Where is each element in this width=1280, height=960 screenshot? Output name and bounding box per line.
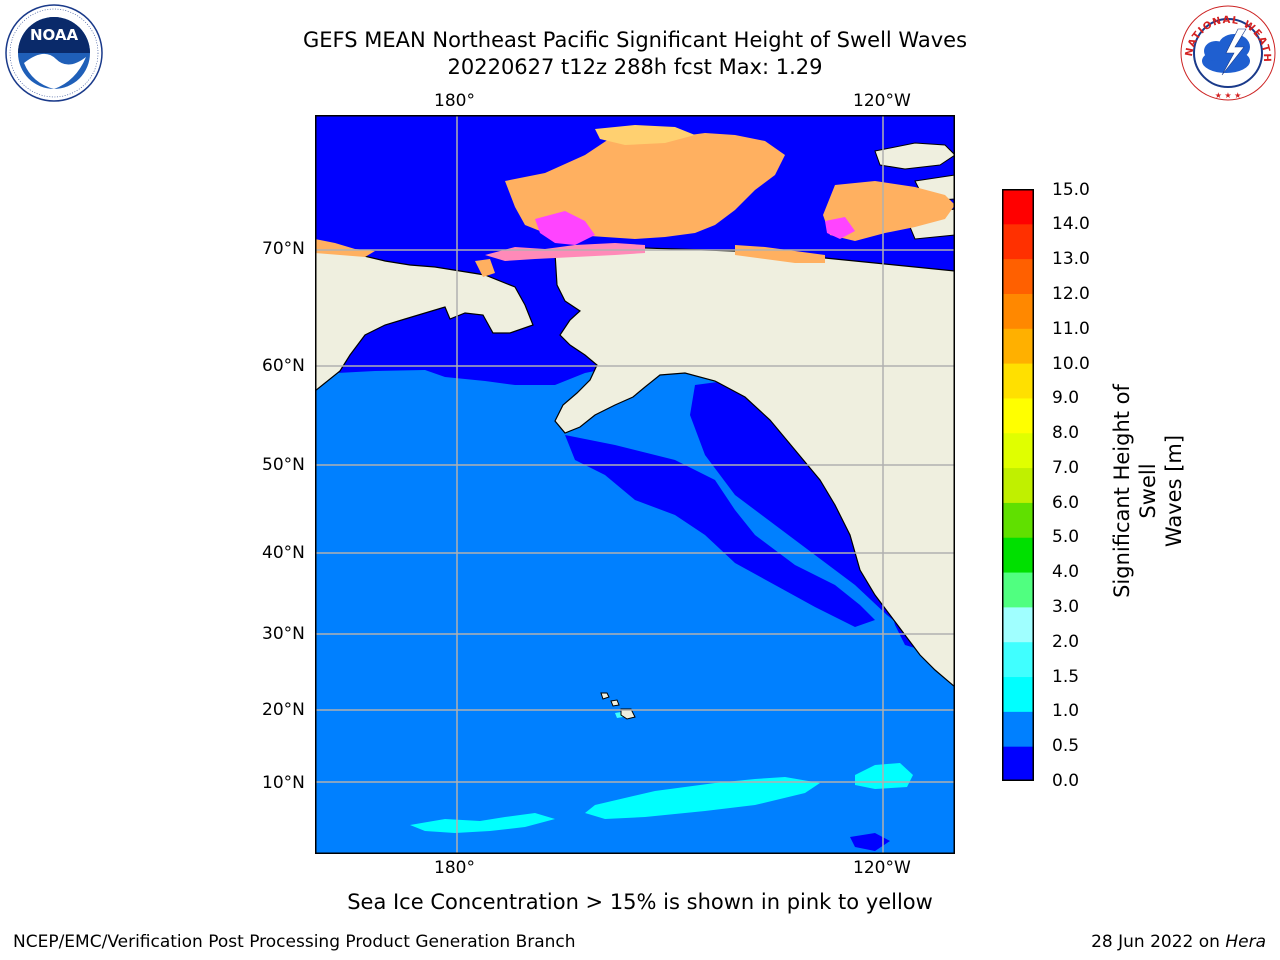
lon-label-bottom-120w: 120°W xyxy=(853,858,911,878)
colorbar-tick: 12.0 xyxy=(1052,284,1090,304)
sea-ice-archipelago xyxy=(823,181,955,241)
lat-label-50n: 50°N xyxy=(262,455,305,475)
sea-ice-west-siberia xyxy=(315,239,375,257)
lon-label-bottom-180: 180° xyxy=(434,858,475,878)
colorbar-cells xyxy=(1002,189,1034,781)
sea-ice-caption: Sea Ice Concentration > 15% is shown in … xyxy=(347,890,933,914)
colorbar-tick: 2.0 xyxy=(1052,632,1080,652)
colorbar-tick: 1.5 xyxy=(1052,667,1080,687)
colorbar-tick: 7.0 xyxy=(1052,458,1080,478)
map-frame xyxy=(315,115,955,854)
lat-label-30n: 30°N xyxy=(262,624,305,644)
svg-text:★ ★ ★: ★ ★ ★ xyxy=(1215,91,1242,100)
colorbar-title-line1: Significant Height of Swell xyxy=(1110,384,1160,598)
colorbar-cell xyxy=(1002,641,1034,678)
colorbar-cell xyxy=(1002,467,1034,503)
sea-ice-coast-band xyxy=(485,243,645,261)
colorbar-tick: 13.0 xyxy=(1052,249,1090,269)
colorbar-cell xyxy=(1002,606,1034,643)
colorbar-tick: 15.0 xyxy=(1052,180,1090,200)
land-siberia xyxy=(315,242,534,392)
colorbar-cell xyxy=(1002,328,1034,364)
footer-date: 28 Jun 2022 on Hera xyxy=(1091,932,1266,952)
lat-label-40n: 40°N xyxy=(262,543,305,563)
colorbar-cell xyxy=(1002,189,1034,225)
colorbar-tick: 4.0 xyxy=(1052,562,1080,582)
sea-ice-archipelago-pink xyxy=(825,217,855,239)
map-subtitle: 20220627 t12z 288h fcst Max: 1.29 xyxy=(447,55,823,79)
colorbar xyxy=(1002,189,1034,781)
colorbar-tick: 11.0 xyxy=(1052,319,1090,339)
sea-ice-chukchi xyxy=(535,211,595,245)
colorbar-cell xyxy=(1002,258,1034,294)
nws-logo: NATIONAL WEATHER SERVICE ★ ★ ★ xyxy=(1174,0,1278,103)
swell-patch-west xyxy=(410,813,555,833)
colorbar-tick: 0.5 xyxy=(1052,736,1080,756)
colorbar-cell xyxy=(1002,572,1034,608)
lat-label-70n: 70°N xyxy=(262,239,305,259)
footer-host: Hera xyxy=(1225,932,1266,952)
colorbar-cell xyxy=(1002,502,1034,538)
sea-ice-arctic-north xyxy=(595,125,695,145)
colorbar-title-line2: Waves [m] xyxy=(1162,434,1186,548)
colorbar-cell xyxy=(1002,537,1034,573)
colorbar-tick: 6.0 xyxy=(1052,493,1080,513)
land-hawaii xyxy=(600,692,636,720)
colorbar-tick: 9.0 xyxy=(1052,388,1080,408)
colorbar-cell xyxy=(1002,223,1034,260)
noaa-logo-text: NOAA xyxy=(30,26,79,44)
lat-label-10n: 10°N xyxy=(262,773,305,793)
colorbar-tick: 5.0 xyxy=(1052,527,1080,547)
footer-date-text: 28 Jun 2022 on xyxy=(1091,932,1220,952)
colorbar-tick: 10.0 xyxy=(1052,354,1090,374)
colorbar-tick: 14.0 xyxy=(1052,214,1090,234)
lat-label-60n: 60°N xyxy=(262,356,305,376)
low-swell-region-mid xyxy=(565,435,875,627)
sea-ice-arctic-main xyxy=(505,133,785,239)
land-arctic-island-1 xyxy=(874,142,955,170)
low-swell-patch-south xyxy=(850,833,890,851)
colorbar-frame xyxy=(1002,189,1034,781)
map-title: GEFS MEAN Northeast Pacific Significant … xyxy=(302,28,968,52)
colorbar-cell xyxy=(1002,293,1034,329)
land-north-america xyxy=(554,246,955,688)
lon-label-top-180: 180° xyxy=(434,91,475,111)
colorbar-cell xyxy=(1002,676,1034,712)
colorbar-tick: 8.0 xyxy=(1052,423,1080,443)
colorbar-title: Significant Height of Swell Waves [m] xyxy=(1109,371,1186,611)
graticule xyxy=(315,115,955,854)
colorbar-cell xyxy=(1002,363,1034,399)
colorbar-tick: 3.0 xyxy=(1052,597,1080,617)
lon-label-top-120w: 120°W xyxy=(853,91,911,111)
colorbar-tick: 0.0 xyxy=(1052,771,1080,791)
map-panel xyxy=(315,115,955,854)
lat-label-20n: 20°N xyxy=(262,700,305,720)
sea-ice-bering-strait xyxy=(475,259,495,277)
colorbar-cell xyxy=(1002,711,1034,747)
colorbar-cell xyxy=(1002,746,1034,781)
colorbar-cell xyxy=(1002,432,1034,469)
colorbar-cell xyxy=(1002,397,1034,434)
colorbar-tick: 1.0 xyxy=(1052,701,1080,721)
footer-branch: NCEP/EMC/Verification Post Processing Pr… xyxy=(13,932,576,952)
swell-band-tropical xyxy=(585,777,820,819)
noaa-logo: NOAA xyxy=(4,3,104,103)
